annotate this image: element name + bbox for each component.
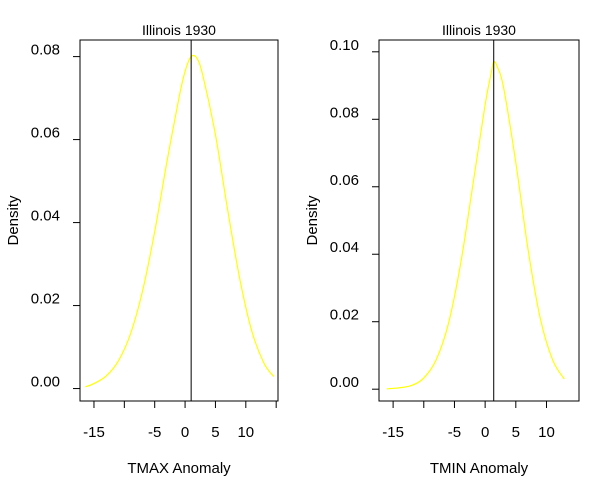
x-tick-label: 5: [512, 424, 520, 441]
x-tick-label: -5: [148, 424, 161, 441]
y-tick-label: 0.04: [330, 239, 359, 256]
plot-frame: [79, 39, 279, 402]
x-tick-label: -5: [448, 424, 461, 441]
density-curve: [85, 54, 275, 388]
chart-panel-1: Illinois 1930 -15 -5 0 5 10 0.00 0.02 0.04 0.06 0.…: [5, 22, 279, 477]
y-tick-label: 0.06: [330, 172, 359, 189]
density-curve: [386, 61, 565, 390]
x-axis-label: TMIN Anomaly: [430, 460, 529, 477]
x-tick-label: 10: [237, 424, 254, 441]
y-tick-label: 0.02: [31, 291, 60, 308]
plot-frame: [378, 39, 580, 402]
x-tick-label: 10: [538, 424, 555, 441]
x-tick-label: 0: [181, 424, 189, 441]
chart-title: Illinois 1930: [442, 22, 516, 38]
x-tick-label: 0: [481, 424, 489, 441]
y-tick-label: 0.00: [31, 374, 60, 391]
x-axis-label: TMAX Anomaly: [127, 460, 231, 477]
y-tick-label: 0.00: [330, 374, 359, 391]
y-axis-label: Density: [304, 195, 321, 246]
x-tick-label: 5: [211, 424, 219, 441]
y-tick-label: 0.06: [31, 125, 60, 142]
y-tick-label: 0.04: [31, 208, 60, 225]
x-tick-label: -15: [83, 424, 105, 441]
y-tick-label: 0.02: [330, 307, 359, 324]
y-tick-label: 0.08: [31, 42, 60, 59]
y-tick-label: 0.10: [330, 37, 359, 54]
x-tick-label: -15: [382, 424, 404, 441]
chart-title: Illinois 1930: [142, 22, 216, 38]
y-axis-label: Density: [5, 195, 22, 246]
chart-panel-2: Illinois 1930 -15 -5 0 5 10 0.00 0.02 0.04 0.06 0.…: [304, 22, 580, 477]
y-tick-label: 0.08: [330, 104, 359, 121]
